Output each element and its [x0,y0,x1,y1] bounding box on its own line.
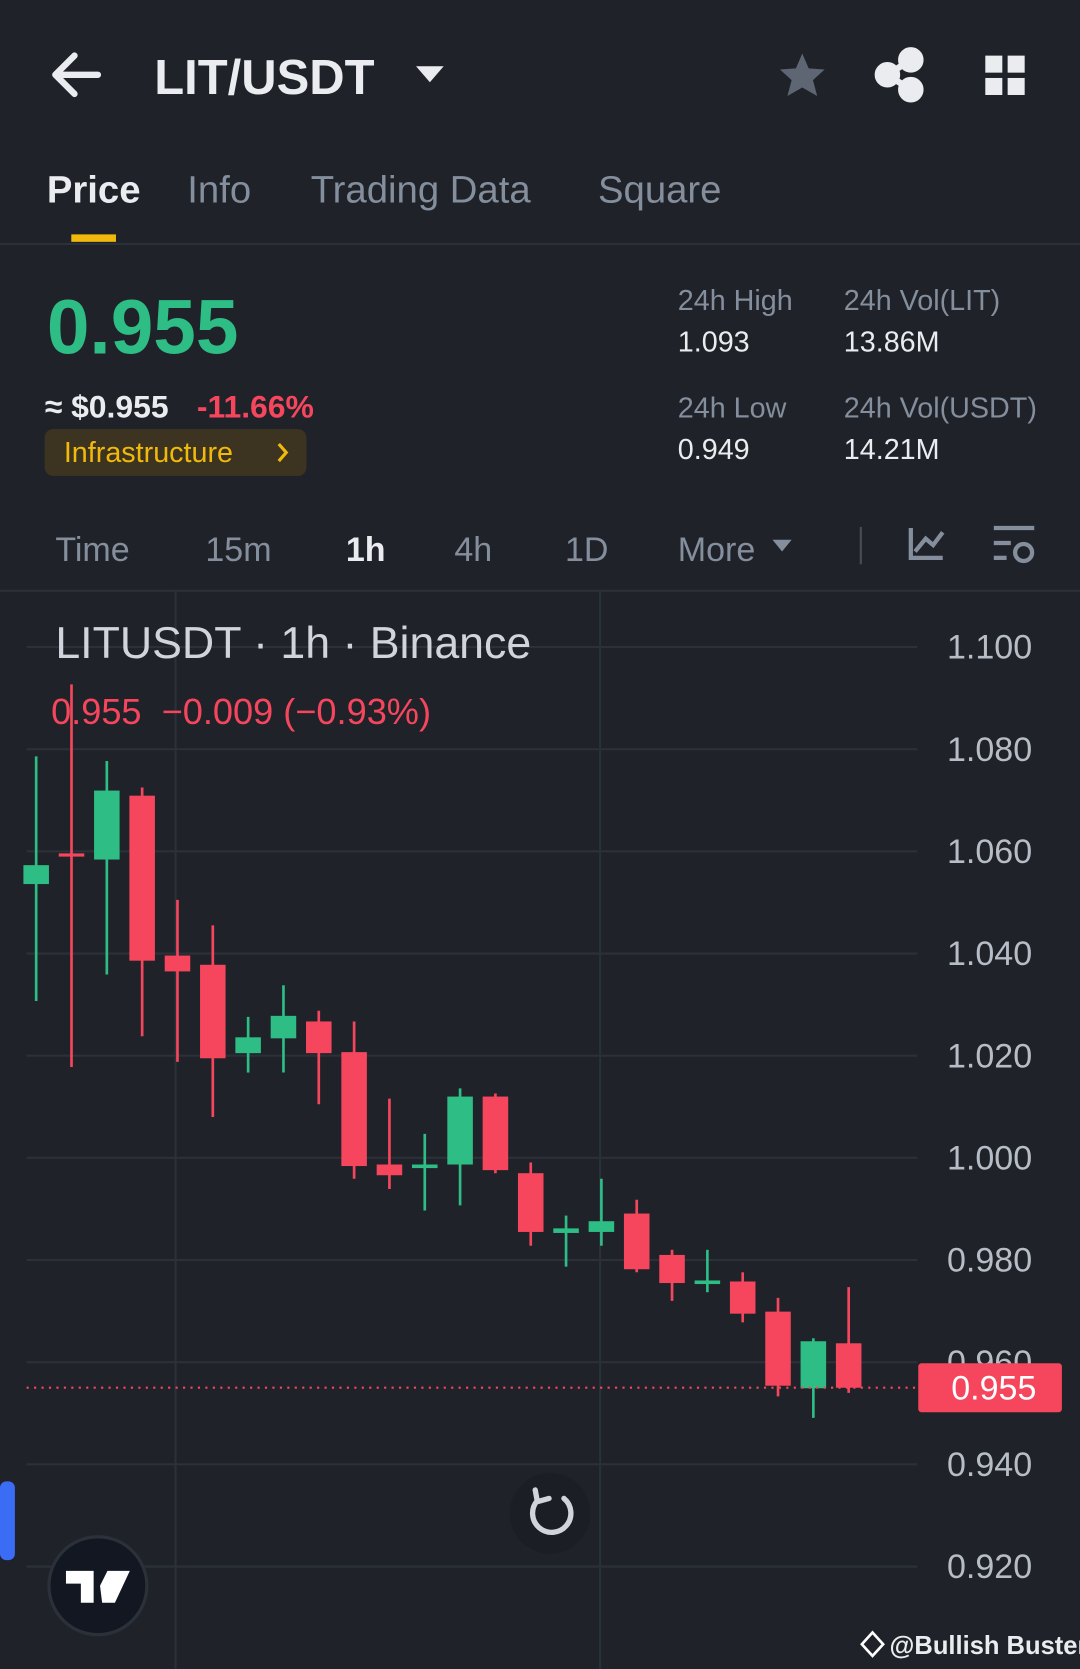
candle-body [553,1228,579,1233]
chart-legend: 0.955 −0.009 (−0.93%) [51,691,431,732]
candle-body [376,1164,403,1176]
y-tick-label: 0.920 [947,1548,1032,1586]
candle-body [517,1173,544,1232]
candle-body [235,1037,261,1054]
tag-text: Infrastructure [64,437,233,469]
candle-body [659,1254,685,1284]
tab[interactable]: Price [47,168,141,211]
tab-indicator [71,234,116,242]
watermark: @Bullish Buster [890,1632,1080,1660]
chart-title: LITUSDT · 1h · Binance [55,619,531,668]
change-percent: -11.66% [197,388,314,424]
stat-value: 13.86M [844,326,940,358]
tag-chip[interactable] [44,429,307,476]
y-tick-label: 0.980 [947,1242,1032,1280]
stat-label: 24h Vol(LIT) [844,285,1000,317]
tab[interactable]: Info [187,168,251,211]
grid-menu-icon[interactable] [985,55,1025,95]
settings-icon[interactable] [993,525,1035,564]
last-price-tag [918,1363,1062,1413]
interval[interactable]: 15m [205,531,271,569]
stat-value: 0.949 [678,434,750,466]
watermark-icon [860,1630,885,1658]
stat-value: 14.21M [844,434,940,466]
stat-label: 24h Low [678,392,787,424]
y-tick-label: 1.040 [947,935,1032,973]
y-tick-label: 1.000 [947,1140,1032,1178]
tag-chevron [277,442,289,463]
candle-body [23,865,49,885]
pair-title[interactable]: LIT/USDT [154,51,374,105]
stat-label: 24h Vol(USDT) [844,392,1037,424]
interval[interactable]: 4h [454,531,492,569]
tradingview-mark [65,1570,130,1603]
candle-body [482,1096,509,1171]
tab[interactable]: Trading Data [311,168,532,211]
favorite-icon[interactable] [779,53,825,97]
reset-icon [529,1487,574,1536]
y-tick-label: 0.940 [947,1446,1032,1484]
interval[interactable]: More [678,531,756,569]
indicator-icon[interactable] [908,528,945,560]
back-button[interactable] [52,52,102,98]
candle-body [94,790,120,860]
candle-body [623,1213,650,1270]
stat-label: 24h High [678,285,793,317]
y-tick-label: 1.080 [947,731,1032,769]
interval[interactable]: Time [55,531,129,569]
candle-body [306,1021,332,1054]
y-tick-label: 1.060 [947,833,1032,871]
candle-body [800,1341,827,1389]
candle-body [270,1015,297,1039]
y-tick-label: 1.020 [947,1037,1032,1075]
candle-body [694,1280,721,1285]
tradingview-logo[interactable] [47,1535,149,1637]
stat-value: 1.093 [678,326,750,358]
candle-body [588,1221,615,1232]
y-tick-label: 1.100 [947,629,1032,667]
candle-body [164,955,191,972]
side-handle[interactable] [0,1481,15,1561]
candle-body [411,1164,438,1169]
interval[interactable]: 1D [565,531,609,569]
candle-body [729,1281,756,1314]
usd-price: ≈ $0.955 [45,388,169,424]
candle-body [447,1096,473,1165]
candle-body [835,1343,862,1388]
more-dropdown[interactable] [772,539,792,552]
last-price: 0.955 [47,286,239,371]
interval[interactable]: 1h [346,531,386,569]
reset-button[interactable] [509,1472,591,1554]
candle-body [129,795,155,961]
pair-dropdown[interactable] [416,66,444,83]
candle-body [58,853,85,857]
last-price-label: 0.955 [951,1369,1036,1407]
candle-body [200,964,226,1059]
tab[interactable]: Square [598,168,722,211]
candle-body [341,1052,367,1167]
share-icon[interactable] [874,47,924,103]
candle-body [765,1311,791,1386]
candlestick-chart: 1.1001.0801.0601.0401.0201.0000.9800.960… [23,629,1062,1586]
